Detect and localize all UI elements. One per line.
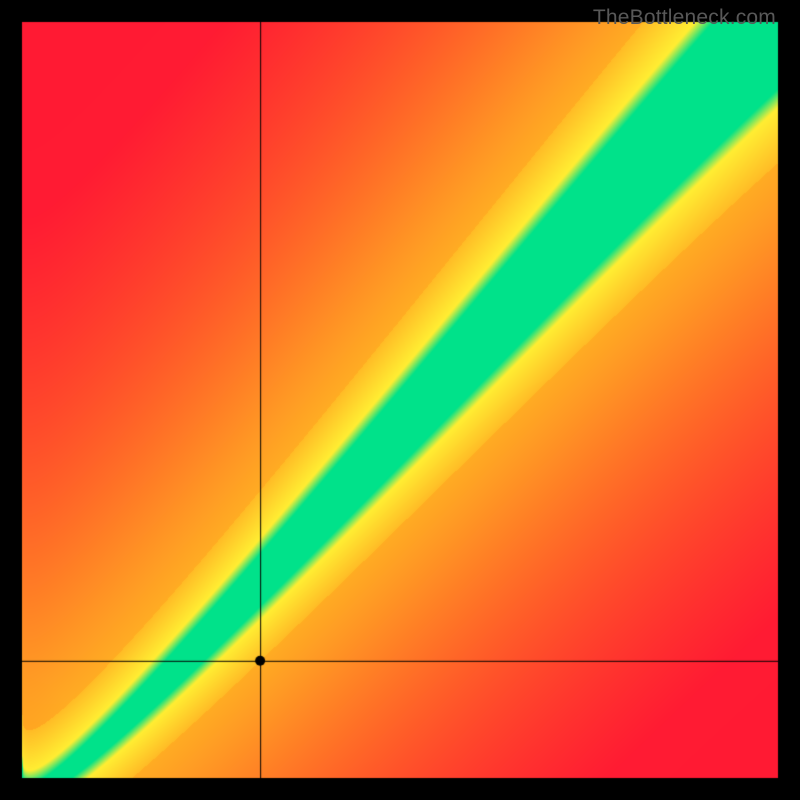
chart-container: TheBottleneck.com: [0, 0, 800, 800]
bottleneck-heatmap: [0, 0, 800, 800]
watermark-text: TheBottleneck.com: [593, 6, 776, 30]
